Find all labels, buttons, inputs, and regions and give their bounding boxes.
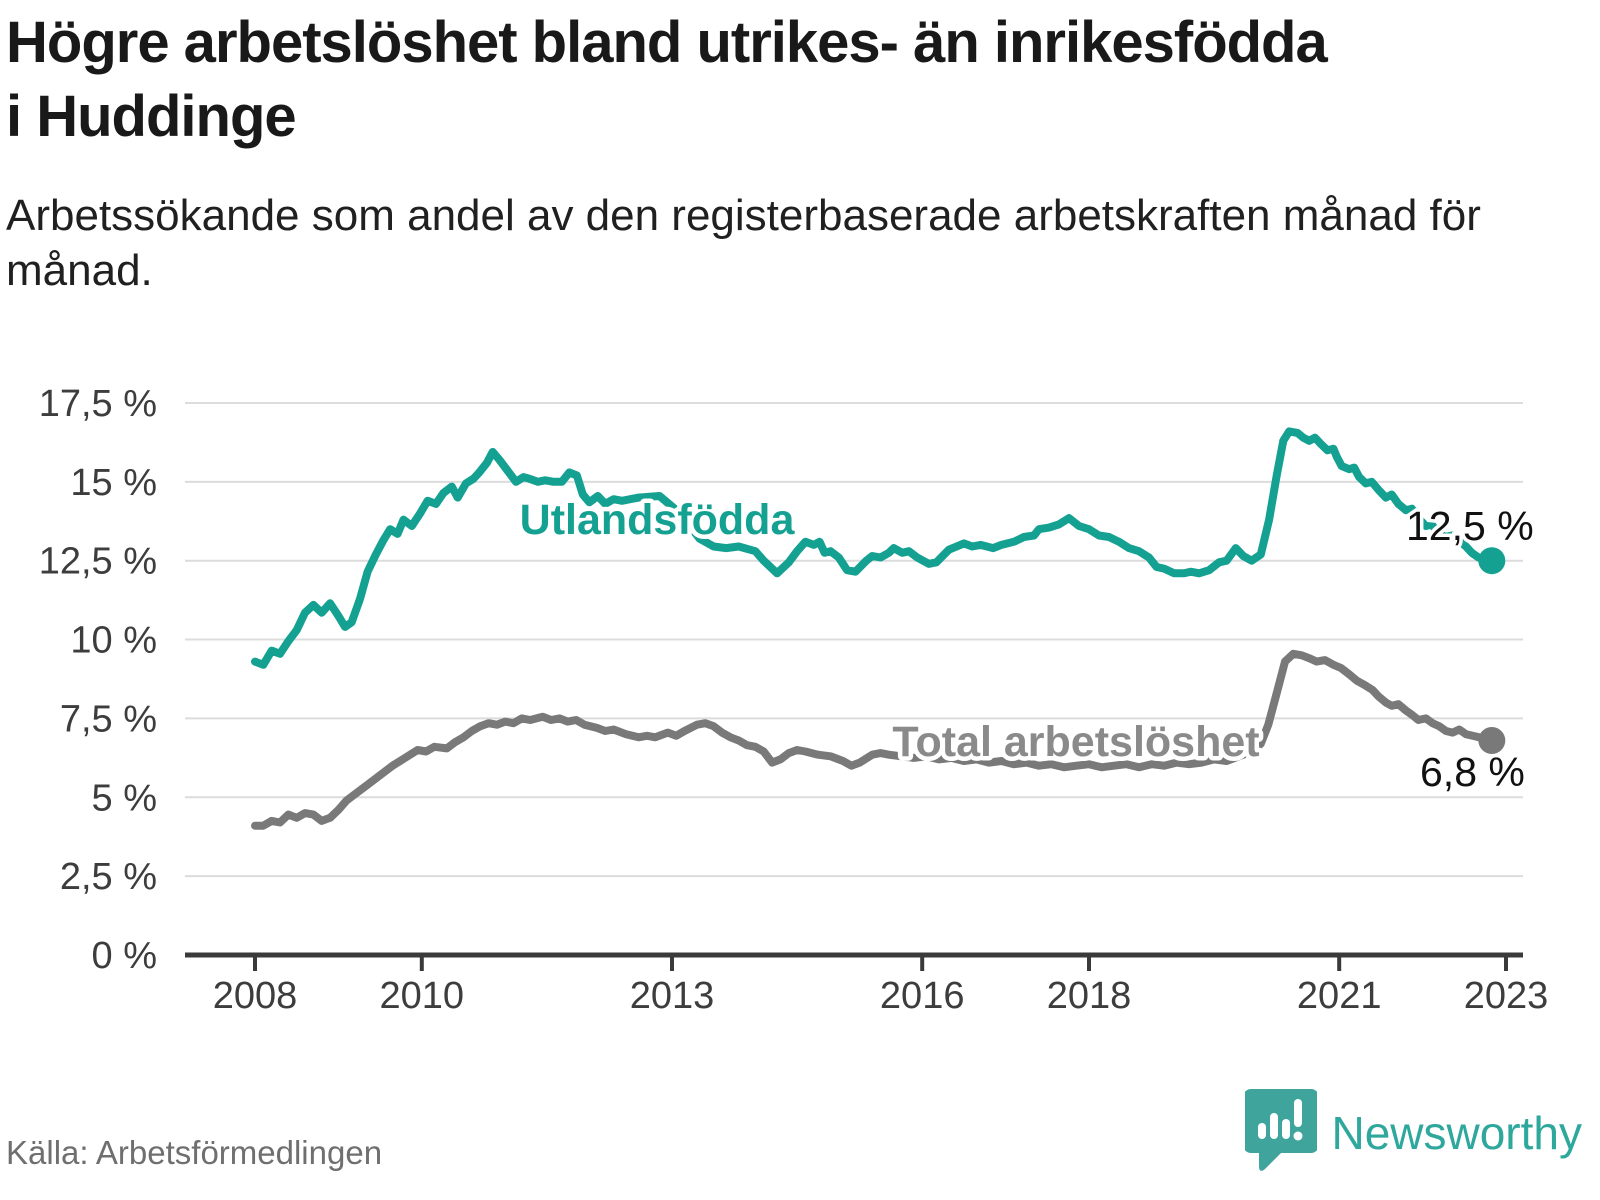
newsworthy-logo-icon bbox=[1243, 1087, 1320, 1178]
chart-subtitle: Arbetssökande som andel av den registerb… bbox=[6, 191, 1481, 295]
y-tick-label: 2,5 % bbox=[60, 856, 157, 898]
brand-footer: Newsworthy bbox=[1243, 1087, 1582, 1178]
x-tick-label: 2013 bbox=[630, 975, 715, 1017]
end-value-label: 12,5 % bbox=[1406, 503, 1534, 549]
series-line-utlandsfodda bbox=[251, 427, 1496, 669]
x-tick-label: 2010 bbox=[380, 975, 465, 1017]
x-tick-label: 2018 bbox=[1047, 975, 1132, 1017]
y-tick-label: 0 % bbox=[92, 935, 157, 977]
y-tick-label: 5 % bbox=[92, 777, 157, 819]
x-tick-label: 2023 bbox=[1464, 975, 1549, 1017]
series-end-dot bbox=[1478, 547, 1506, 575]
x-tick-label: 2016 bbox=[880, 975, 965, 1017]
page-title: Högre arbetslöshet bland utrikes- än inr… bbox=[6, 10, 1328, 149]
series-end-dot bbox=[1478, 727, 1506, 755]
source-note: Källa: Arbetsförmedlingen bbox=[6, 1134, 383, 1171]
series-label: Total arbetslöshet bbox=[892, 718, 1259, 766]
y-tick-label: 10 % bbox=[70, 620, 157, 662]
y-tick-label: 7,5 % bbox=[60, 698, 157, 740]
brand-name: Newsworthy bbox=[1331, 1106, 1582, 1159]
y-tick-label: 12,5 % bbox=[39, 541, 157, 583]
series-label: Utlandsfödda bbox=[520, 496, 796, 544]
logo-bubble bbox=[1243, 1089, 1320, 1171]
y-tick-label: 17,5 % bbox=[39, 383, 157, 425]
x-tick-label: 2008 bbox=[213, 975, 298, 1017]
x-tick-label: 2021 bbox=[1297, 975, 1382, 1017]
end-value-label: 6,8 % bbox=[1420, 749, 1525, 795]
series-line-total bbox=[251, 649, 1496, 830]
y-tick-label: 15 % bbox=[70, 462, 157, 504]
